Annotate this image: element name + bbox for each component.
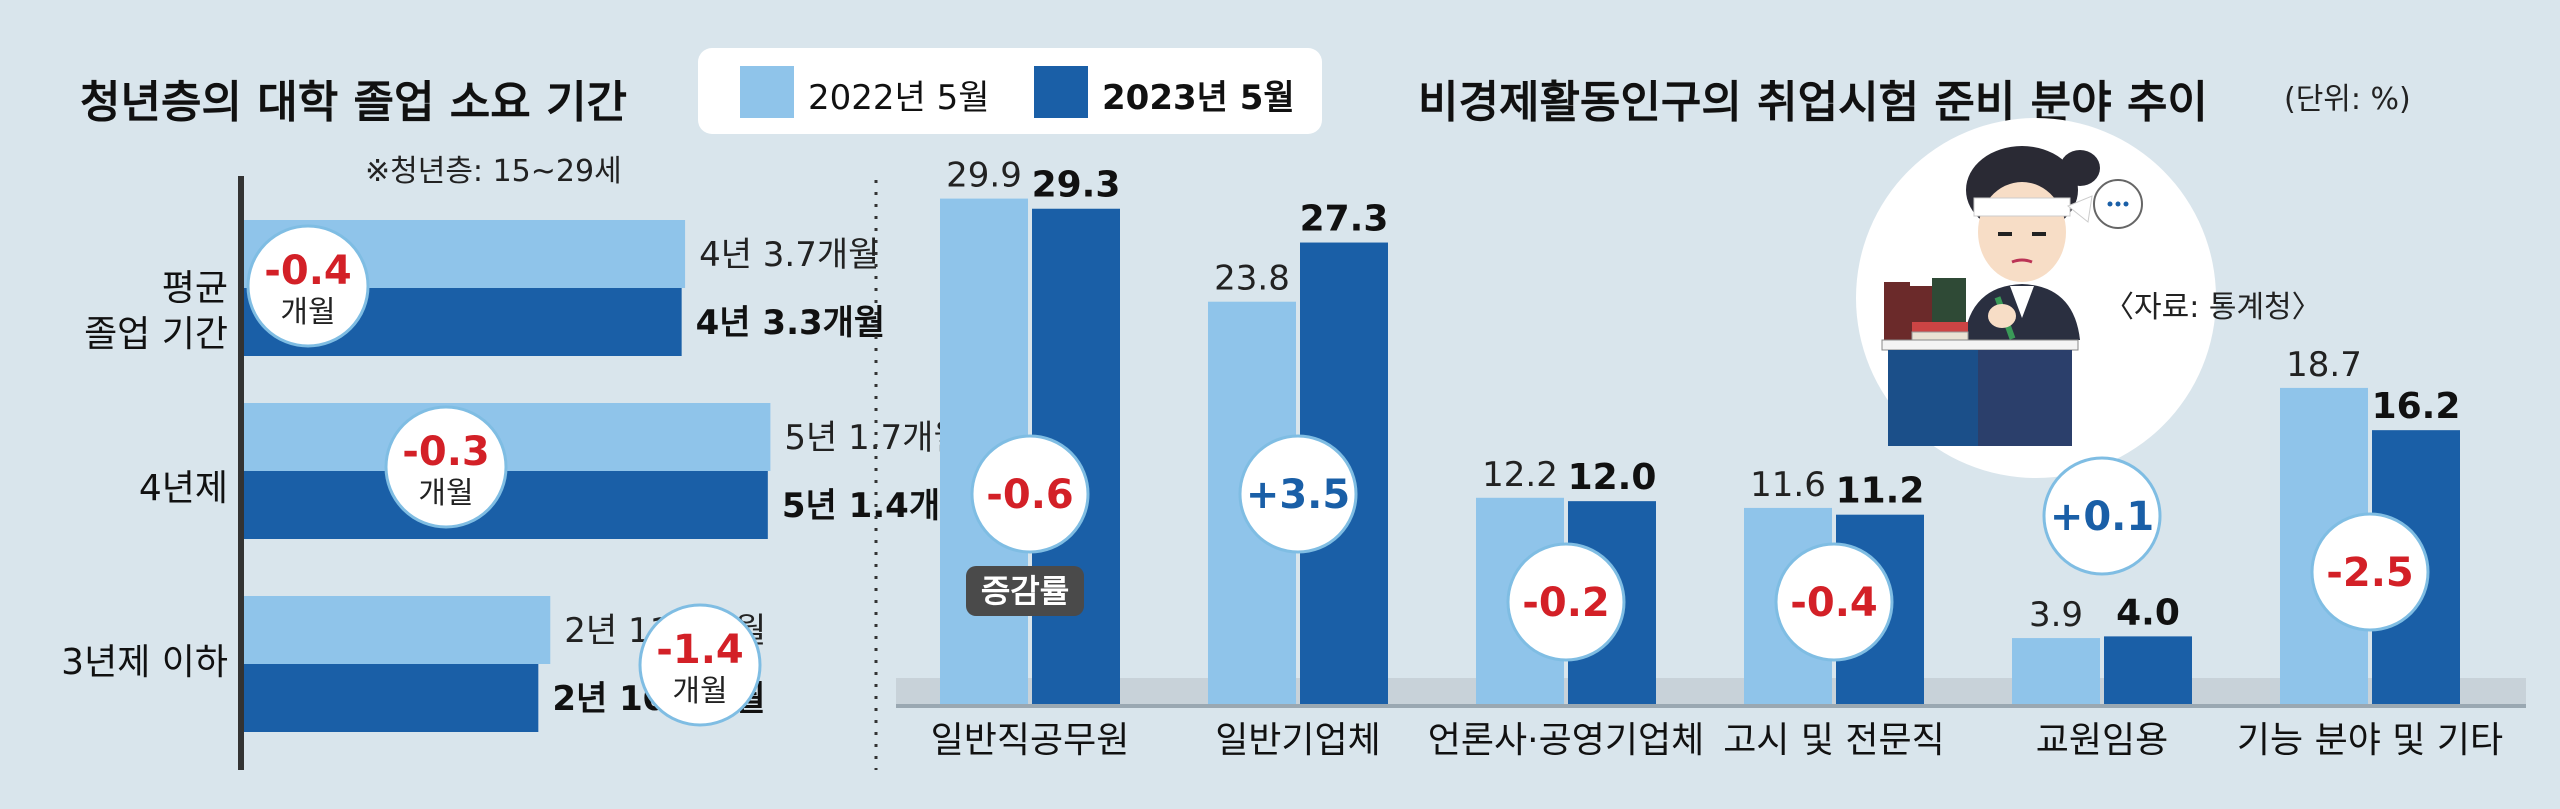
col-2023-label-4: 4.0 bbox=[2116, 592, 2180, 633]
baseline-band bbox=[896, 678, 2526, 704]
bar-2022-label-1: 5년 1.7개월 bbox=[784, 418, 964, 458]
category-label-4: 교원임용 bbox=[2036, 720, 2168, 761]
x-axis-line bbox=[896, 704, 2526, 708]
rate-label-box bbox=[966, 566, 1084, 616]
bar-2022-label-0: 4년 3.7개월 bbox=[699, 235, 879, 275]
right-change-badge-5-value: -2.5 bbox=[2326, 550, 2413, 596]
right-change-badge-4-value: +0.1 bbox=[2050, 494, 2154, 540]
bar-2022-1 bbox=[244, 403, 771, 471]
col-2022-label-0: 29.9 bbox=[946, 156, 1022, 196]
bar-2023-label-0: 4년 3.3개월 bbox=[696, 303, 886, 343]
col-2023-label-3: 11.2 bbox=[1836, 471, 1925, 512]
left-change-badge-1-value: -0.3 bbox=[402, 429, 489, 475]
legend-swatch-2023 bbox=[1034, 66, 1088, 118]
category-label-1: 일반기업체 bbox=[1215, 720, 1381, 761]
col-2022-label-3: 11.6 bbox=[1750, 465, 1826, 505]
right-change-badge-2-value: -0.2 bbox=[1522, 580, 1609, 626]
legend: 2022년 5월 2023년 5월 bbox=[698, 48, 1322, 134]
rate-label: 증감률 bbox=[981, 572, 1069, 610]
row-label-4year: 4년제 bbox=[138, 468, 228, 509]
category-label-0: 일반직공무원 bbox=[931, 720, 1130, 761]
left-change-badge-1 bbox=[384, 405, 508, 529]
left-chart-note: ※청년층: 15~29세 bbox=[365, 154, 622, 189]
left-change-badge-0 bbox=[246, 224, 370, 348]
right-change-badge-1 bbox=[1238, 434, 1358, 554]
legend-label-2022: 2022년 5월 bbox=[808, 78, 990, 118]
left-chart-title: 청년층의 대학 졸업 소요 기간 bbox=[80, 77, 628, 128]
row-label-average: 평균 졸업 기간 bbox=[60, 266, 228, 358]
category-label-5: 기능 분야 및 기타 bbox=[2237, 720, 2503, 761]
category-label-3: 고시 및 전문직 bbox=[1723, 720, 1945, 761]
right-change-badge-2 bbox=[1506, 542, 1626, 662]
right-change-badge-0 bbox=[970, 434, 1090, 554]
col-2023-label-5: 16.2 bbox=[2372, 386, 2461, 427]
right-change-badge-5 bbox=[2310, 512, 2430, 632]
row-label-average-line1: 평균 bbox=[161, 268, 228, 309]
legend-label-2023: 2023년 5월 bbox=[1102, 78, 1295, 118]
col-2022-label-1: 23.8 bbox=[1214, 259, 1290, 299]
col-2023-4 bbox=[2104, 636, 2192, 704]
right-chart-unit: (단위: %) bbox=[2284, 82, 2411, 117]
col-2022-label-5: 18.7 bbox=[2286, 345, 2362, 385]
right-chart-title: 비경제활동인구의 취업시험 준비 분야 추이 bbox=[1418, 77, 2208, 128]
col-2022-label-4: 3.9 bbox=[2029, 595, 2083, 635]
left-change-badge-2-unit: 개월 bbox=[672, 674, 727, 709]
row-label-average-line2: 졸업 기간 bbox=[84, 314, 228, 355]
category-label-2: 언론사·공영기업체 bbox=[1428, 720, 1704, 761]
bar-2023-1 bbox=[244, 471, 768, 539]
row-label-3year: 3년제 이하 bbox=[61, 642, 228, 683]
left-change-badge-2 bbox=[638, 603, 762, 727]
col-2023-label-2: 12.0 bbox=[1568, 457, 1657, 498]
col-2022-label-2: 12.2 bbox=[1482, 455, 1558, 495]
right-change-badge-4 bbox=[2042, 456, 2162, 576]
legend-swatch-2022 bbox=[740, 66, 794, 118]
right-change-badge-1-value: +3.5 bbox=[1246, 472, 1350, 518]
bar-2022-2 bbox=[244, 596, 551, 664]
left-change-badge-0-unit: 개월 bbox=[280, 295, 335, 330]
right-change-badge-3 bbox=[1774, 542, 1894, 662]
left-change-badge-0-value: -0.4 bbox=[264, 248, 351, 294]
col-2022-4 bbox=[2012, 638, 2100, 704]
left-axis-line bbox=[238, 176, 244, 770]
source-note: 〈자료: 통계청〉 bbox=[2104, 290, 2322, 325]
col-2023-label-1: 27.3 bbox=[1300, 199, 1389, 240]
col-2023-label-0: 29.3 bbox=[1032, 165, 1121, 206]
right-change-badge-3-value: -0.4 bbox=[1790, 580, 1877, 626]
left-change-badge-2-value: -1.4 bbox=[656, 627, 743, 673]
bar-2023-2 bbox=[244, 664, 539, 732]
right-change-badge-0-value: -0.6 bbox=[986, 472, 1073, 518]
left-change-badge-1-unit: 개월 bbox=[418, 476, 473, 511]
student-illustration-figure bbox=[1881, 146, 2143, 446]
